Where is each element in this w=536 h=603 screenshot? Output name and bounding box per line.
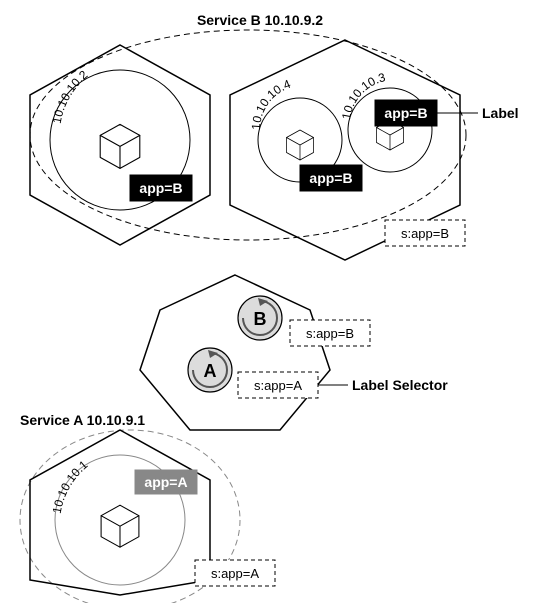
cube-icon [100, 124, 140, 168]
label-app-a-text: app=A [144, 474, 187, 490]
cube-icon [101, 505, 139, 547]
label-app-b-1-text: app=B [139, 180, 182, 196]
service-b-title: Service B 10.10.9.2 [197, 12, 323, 28]
diagram-root: Service B 10.10.9.2 10.10.10.2 app=B 10.… [0, 0, 536, 603]
selector-b-text: s:app=B [401, 226, 449, 241]
selector-a-text: s:app=A [211, 566, 259, 581]
controller-circle-a: A [188, 348, 232, 392]
controller-letter-a: A [204, 361, 217, 381]
label-app-b-2-text: app=B [309, 170, 352, 186]
controller-hex [140, 275, 330, 430]
service-a-title: Service A 10.10.9.1 [20, 412, 145, 428]
controller-circle-b: B [238, 296, 282, 340]
node-ip-10-10-10-2: 10.10.10.2 [50, 67, 91, 124]
controller-letter-b: B [254, 309, 267, 329]
cube-icon [287, 130, 314, 160]
pod-ip-10-10-10-4: 10.10.10.4 [249, 77, 293, 131]
label-app-b-3-text: app=B [384, 105, 427, 121]
annotation-label: Label [482, 105, 519, 121]
selector-mid-a-text: s:app=A [254, 378, 302, 393]
annotation-label-selector: Label Selector [352, 377, 448, 393]
selector-mid-b-text: s:app=B [306, 326, 354, 341]
